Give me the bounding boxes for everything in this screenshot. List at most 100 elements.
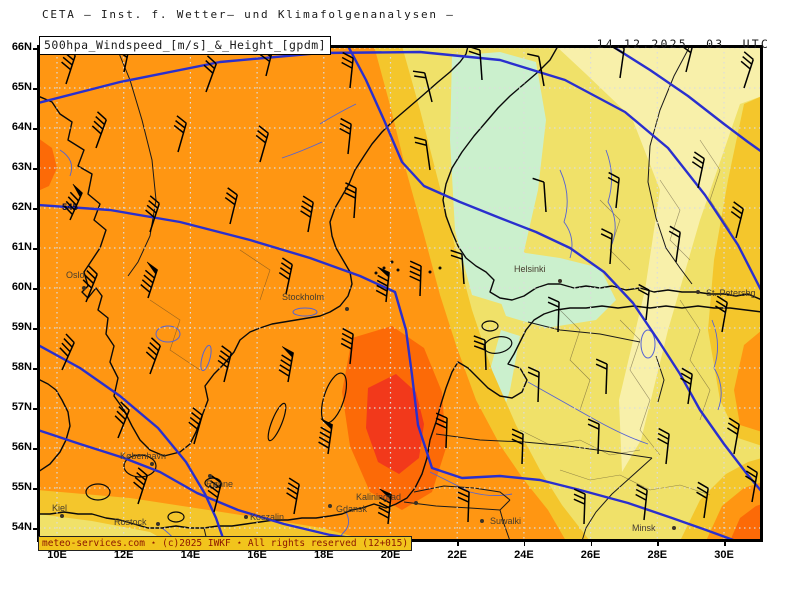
wind-barb — [637, 283, 650, 321]
city-label: Gdansk — [336, 504, 368, 514]
city-label: Suwalki — [490, 516, 521, 526]
lon-tick — [523, 541, 526, 546]
wind-barb — [82, 265, 98, 303]
city-marker — [208, 474, 212, 478]
wind-barb — [740, 51, 754, 89]
lat-axis-label: 59N — [11, 321, 32, 333]
wind-barb — [318, 418, 333, 455]
wind-barb — [278, 346, 294, 383]
wind-barb — [547, 296, 560, 333]
wind-barb — [140, 261, 158, 299]
lat-tick — [33, 448, 38, 450]
wind-barb — [607, 171, 620, 209]
wind-barb — [63, 183, 83, 221]
wind-barb — [377, 488, 392, 525]
city-marker — [60, 514, 64, 518]
lat-axis-label: 65N — [11, 81, 32, 93]
lat-axis-label: 62N — [11, 201, 32, 213]
lon-axis-label: 20E — [380, 549, 401, 561]
city-marker — [558, 279, 562, 283]
city-label: Stockholm — [282, 292, 324, 302]
lat-tick — [33, 88, 38, 90]
lat-tick — [33, 408, 38, 410]
wind-barb — [473, 335, 487, 371]
wind-barb — [207, 475, 222, 513]
wind-barb — [341, 51, 354, 89]
wind-barb — [286, 477, 300, 515]
wind-barb — [203, 55, 217, 93]
wind-barb — [145, 337, 161, 375]
city-label: København — [120, 451, 166, 461]
city-label: Oslo — [66, 270, 85, 280]
lat-axis-label: 54N — [11, 521, 32, 533]
watermark-bar: meteo-services.com ⋆ (c)2025 IWKF ⋆ All … — [38, 536, 413, 551]
wind-barb — [730, 201, 744, 239]
institute-title: CETA – Inst. f. Wetter– und Klimafolgena… — [42, 8, 455, 21]
wind-barb — [224, 187, 238, 225]
lon-axis-label: 18E — [314, 549, 334, 561]
city-marker — [345, 307, 349, 311]
wind-barb — [412, 70, 433, 103]
city-label: Koszalin — [250, 512, 284, 522]
wind-barb — [278, 257, 293, 295]
lat-tick — [33, 248, 38, 250]
wind-barb — [715, 295, 728, 333]
wind-barb — [375, 266, 390, 303]
wind-barb — [527, 366, 540, 403]
city-layer: Oslo Stockholm Helsinki St. Petersbg Københa… — [52, 264, 756, 533]
wind-barb — [587, 418, 600, 455]
city-marker — [156, 522, 160, 526]
wind-barb — [727, 417, 740, 455]
lat-tick — [33, 128, 38, 130]
lon-tick — [457, 541, 459, 546]
city-label: Minsk — [632, 523, 656, 533]
lat-tick — [33, 208, 38, 210]
lon-axis-label: 16E — [247, 549, 267, 561]
wind-barb — [668, 225, 681, 263]
wind-barb — [340, 327, 354, 365]
wind-barb — [691, 151, 705, 189]
lat-tick — [33, 168, 38, 170]
wind-barb — [595, 358, 608, 395]
wind-barb — [457, 486, 470, 523]
lon-tick — [590, 541, 593, 546]
wind-barb — [532, 177, 547, 213]
lat-axis-label: 66N — [11, 41, 32, 53]
lat-tick — [33, 48, 38, 50]
wind-barb — [745, 465, 758, 503]
contour-value-label: 545 — [62, 202, 79, 213]
city-label: St. Petersbg — [706, 288, 756, 298]
wind-barb — [600, 228, 613, 265]
wind-barb — [573, 488, 586, 525]
wind-barb — [173, 115, 187, 153]
city-label: Rønne — [206, 479, 233, 489]
lon-axis-label: 24E — [514, 549, 534, 561]
product-title-box: 500hpa_Windspeed_[m/s]_&_Height_[gpdm] — [39, 36, 332, 55]
city-marker — [328, 504, 332, 508]
height-contours: 545 — [39, 47, 761, 540]
lat-axis-label: 64N — [11, 121, 32, 133]
lat-axis-label: 60N — [11, 281, 32, 293]
wind-barb — [696, 481, 709, 519]
city-marker — [414, 501, 418, 505]
wind-barb — [414, 136, 431, 171]
wind-barb — [344, 182, 357, 219]
city-marker — [480, 519, 484, 523]
wind-barb — [450, 249, 465, 285]
wind-barb — [114, 401, 130, 439]
lon-tick — [657, 541, 659, 546]
wind-barb — [657, 427, 670, 465]
city-marker — [672, 526, 676, 530]
wind-barb — [680, 367, 693, 405]
city-label: Kaliningrad — [356, 492, 401, 502]
wind-barb — [339, 117, 352, 155]
wind-barb — [300, 195, 314, 233]
wind-barb — [435, 412, 448, 449]
city-label: Kiel — [52, 503, 67, 513]
lat-tick — [33, 528, 38, 530]
lon-tick — [724, 541, 726, 546]
wind-barb — [511, 428, 524, 465]
lat-axis-label: 63N — [11, 161, 32, 173]
lon-axis-label: 10E — [47, 549, 67, 561]
